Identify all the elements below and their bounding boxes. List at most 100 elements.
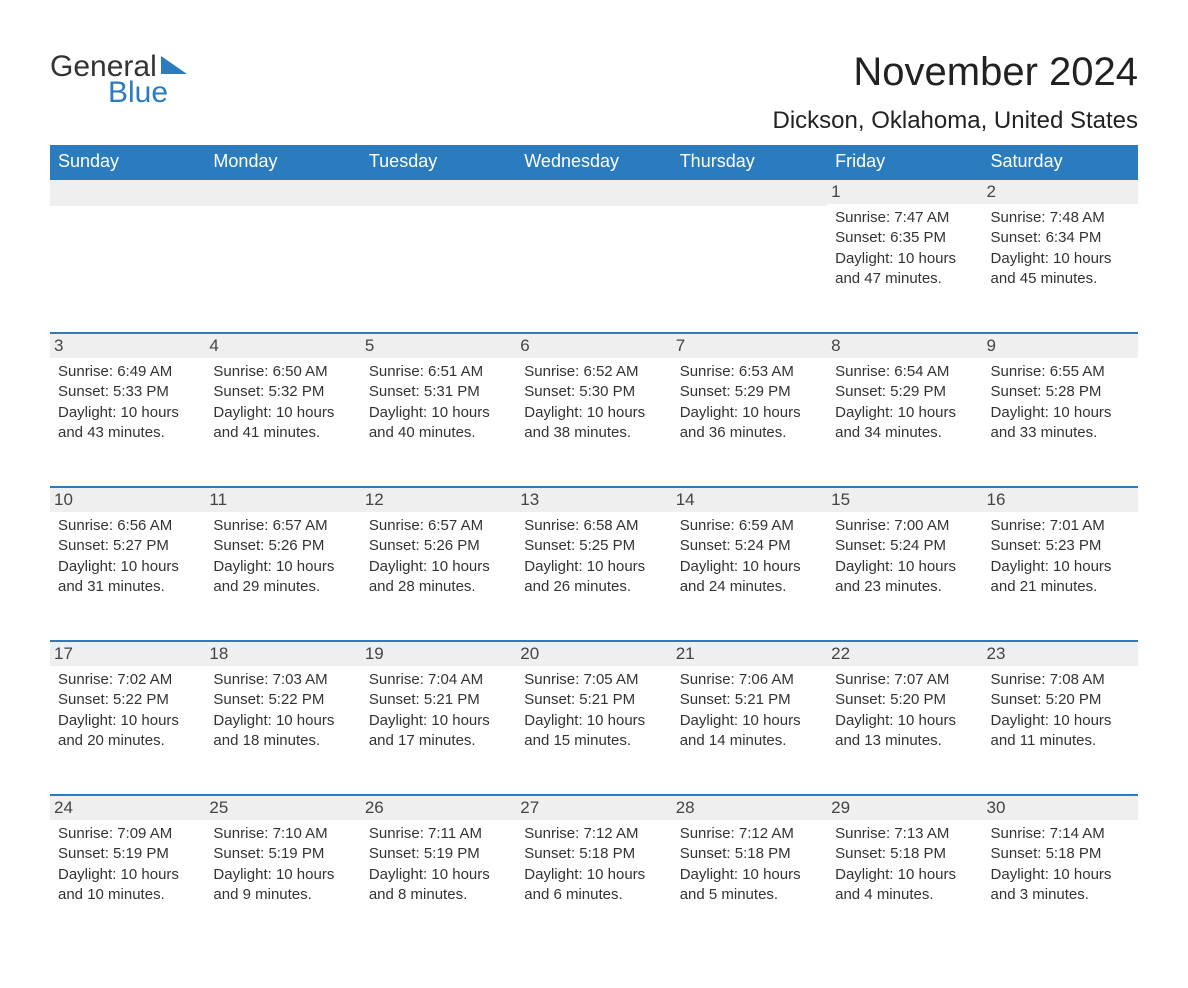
weekday-header: Saturday bbox=[983, 145, 1138, 178]
daylight-line: Daylight: 10 hours and 18 minutes. bbox=[213, 711, 354, 752]
daylight-line: Daylight: 10 hours and 24 minutes. bbox=[680, 557, 821, 598]
sunset-line: Sunset: 5:32 PM bbox=[213, 382, 354, 402]
sunset-line: Sunset: 6:35 PM bbox=[835, 228, 976, 248]
day-number: 16 bbox=[983, 486, 1138, 512]
sunset-line: Sunset: 5:26 PM bbox=[213, 536, 354, 556]
day-details: Sunrise: 6:59 AMSunset: 5:24 PMDaylight:… bbox=[678, 516, 821, 597]
day-details: Sunrise: 7:47 AMSunset: 6:35 PMDaylight:… bbox=[833, 208, 976, 289]
month-title: November 2024 bbox=[773, 50, 1139, 95]
sunrise-line: Sunrise: 6:50 AM bbox=[213, 362, 354, 382]
sunrise-line: Sunrise: 7:13 AM bbox=[835, 824, 976, 844]
sunset-line: Sunset: 5:18 PM bbox=[835, 844, 976, 864]
daylight-line: Daylight: 10 hours and 36 minutes. bbox=[680, 403, 821, 444]
title-block: November 2024 Dickson, Oklahoma, United … bbox=[773, 50, 1139, 135]
calendar-week-row: 24Sunrise: 7:09 AMSunset: 5:19 PMDayligh… bbox=[50, 794, 1138, 948]
day-number: 14 bbox=[672, 486, 827, 512]
sunrise-line: Sunrise: 7:01 AM bbox=[991, 516, 1132, 536]
sunrise-line: Sunrise: 6:49 AM bbox=[58, 362, 199, 382]
calendar-day-cell bbox=[516, 178, 671, 332]
calendar-day-cell: 30 Sunrise: 7:14 AMSunset: 5:18 PMDayligh… bbox=[983, 794, 1138, 948]
daylight-line: Daylight: 10 hours and 43 minutes. bbox=[58, 403, 199, 444]
daylight-line: Daylight: 10 hours and 31 minutes. bbox=[58, 557, 199, 598]
day-number: 7 bbox=[672, 332, 827, 358]
day-number: 29 bbox=[827, 794, 982, 820]
calendar-day-cell: 13Sunrise: 6:58 AMSunset: 5:25 PMDayligh… bbox=[516, 486, 671, 640]
day-number: 12 bbox=[361, 486, 516, 512]
day-details: Sunrise: 6:52 AMSunset: 5:30 PMDaylight:… bbox=[522, 362, 665, 443]
day-details: Sunrise: 7:48 AMSunset: 6:34 PMDaylight:… bbox=[989, 208, 1132, 289]
sunrise-line: Sunrise: 7:11 AM bbox=[369, 824, 510, 844]
daylight-line: Daylight: 10 hours and 20 minutes. bbox=[58, 711, 199, 752]
calendar-day-cell: 15Sunrise: 7:00 AMSunset: 5:24 PMDayligh… bbox=[827, 486, 982, 640]
daylight-line: Daylight: 10 hours and 3 minutes. bbox=[991, 865, 1132, 906]
sunrise-line: Sunrise: 6:57 AM bbox=[213, 516, 354, 536]
day-details: Sunrise: 6:58 AMSunset: 5:25 PMDaylight:… bbox=[522, 516, 665, 597]
calendar-day-cell: 29 Sunrise: 7:13 AMSunset: 5:18 PMDayligh… bbox=[827, 794, 982, 948]
calendar-day-cell: 27Sunrise: 7:12 AMSunset: 5:18 PMDayligh… bbox=[516, 794, 671, 948]
day-number-row-empty bbox=[516, 178, 671, 206]
daylight-line: Daylight: 10 hours and 45 minutes. bbox=[991, 249, 1132, 290]
sunset-line: Sunset: 5:21 PM bbox=[524, 690, 665, 710]
calendar-day-cell: 9Sunrise: 6:55 AMSunset: 5:28 PMDaylight… bbox=[983, 332, 1138, 486]
sunset-line: Sunset: 5:22 PM bbox=[213, 690, 354, 710]
day-details: Sunrise: 7:05 AMSunset: 5:21 PMDaylight:… bbox=[522, 670, 665, 751]
day-details: Sunrise: 7:14 AMSunset: 5:18 PMDaylight:… bbox=[989, 824, 1132, 905]
sunset-line: Sunset: 5:18 PM bbox=[991, 844, 1132, 864]
day-details: Sunrise: 6:56 AMSunset: 5:27 PMDaylight:… bbox=[56, 516, 199, 597]
sunrise-line: Sunrise: 7:47 AM bbox=[835, 208, 976, 228]
calendar-day-cell: 7Sunrise: 6:53 AMSunset: 5:29 PMDaylight… bbox=[672, 332, 827, 486]
day-number: 8 bbox=[827, 332, 982, 358]
calendar-day-cell: 24Sunrise: 7:09 AMSunset: 5:19 PMDayligh… bbox=[50, 794, 205, 948]
day-number: 6 bbox=[516, 332, 671, 358]
day-number: 25 bbox=[205, 794, 360, 820]
sunrise-line: Sunrise: 7:05 AM bbox=[524, 670, 665, 690]
day-number: 26 bbox=[361, 794, 516, 820]
sunrise-line: Sunrise: 6:54 AM bbox=[835, 362, 976, 382]
day-number: 9 bbox=[983, 332, 1138, 358]
calendar-day-cell: 10 Sunrise: 6:56 AMSunset: 5:27 PMDayligh… bbox=[50, 486, 205, 640]
calendar-day-cell bbox=[205, 178, 360, 332]
calendar-week-row: 10 Sunrise: 6:56 AMSunset: 5:27 PMDayligh… bbox=[50, 486, 1138, 640]
daylight-line: Daylight: 10 hours and 34 minutes. bbox=[835, 403, 976, 444]
weekday-header: Wednesday bbox=[516, 145, 671, 178]
daylight-line: Daylight: 10 hours and 33 minutes. bbox=[991, 403, 1132, 444]
day-number: 19 bbox=[361, 640, 516, 666]
day-details: Sunrise: 7:01 AMSunset: 5:23 PMDaylight:… bbox=[989, 516, 1132, 597]
day-number: 11 bbox=[205, 486, 360, 512]
sunset-line: Sunset: 5:19 PM bbox=[58, 844, 199, 864]
daylight-line: Daylight: 10 hours and 11 minutes. bbox=[991, 711, 1132, 752]
day-number: 30 bbox=[983, 794, 1138, 820]
daylight-line: Daylight: 10 hours and 14 minutes. bbox=[680, 711, 821, 752]
calendar-body: 1Sunrise: 7:47 AMSunset: 6:35 PMDaylight… bbox=[50, 178, 1138, 948]
daylight-line: Daylight: 10 hours and 10 minutes. bbox=[58, 865, 199, 906]
day-details: Sunrise: 6:49 AMSunset: 5:33 PMDaylight:… bbox=[56, 362, 199, 443]
weekday-header: Monday bbox=[205, 145, 360, 178]
day-number: 17 bbox=[50, 640, 205, 666]
sunset-line: Sunset: 5:22 PM bbox=[58, 690, 199, 710]
sunset-line: Sunset: 5:21 PM bbox=[369, 690, 510, 710]
calendar-day-cell: 18Sunrise: 7:03 AMSunset: 5:22 PMDayligh… bbox=[205, 640, 360, 794]
day-number-row-empty bbox=[50, 178, 205, 206]
sunset-line: Sunset: 5:21 PM bbox=[680, 690, 821, 710]
calendar-day-cell: 26Sunrise: 7:11 AMSunset: 5:19 PMDayligh… bbox=[361, 794, 516, 948]
calendar-day-cell: 28Sunrise: 7:12 AMSunset: 5:18 PMDayligh… bbox=[672, 794, 827, 948]
day-details: Sunrise: 6:50 AMSunset: 5:32 PMDaylight:… bbox=[211, 362, 354, 443]
sunrise-line: Sunrise: 6:52 AM bbox=[524, 362, 665, 382]
daylight-line: Daylight: 10 hours and 5 minutes. bbox=[680, 865, 821, 906]
logo-text-blue: Blue bbox=[108, 76, 168, 110]
calendar-day-cell: 6 Sunrise: 6:52 AMSunset: 5:30 PMDaylight… bbox=[516, 332, 671, 486]
day-number: 10 bbox=[50, 486, 205, 512]
day-number: 27 bbox=[516, 794, 671, 820]
daylight-line: Daylight: 10 hours and 40 minutes. bbox=[369, 403, 510, 444]
sunset-line: Sunset: 5:20 PM bbox=[835, 690, 976, 710]
sunset-line: Sunset: 5:20 PM bbox=[991, 690, 1132, 710]
calendar-week-row: 1Sunrise: 7:47 AMSunset: 6:35 PMDaylight… bbox=[50, 178, 1138, 332]
daylight-line: Daylight: 10 hours and 29 minutes. bbox=[213, 557, 354, 598]
calendar-day-cell bbox=[50, 178, 205, 332]
sunset-line: Sunset: 5:29 PM bbox=[835, 382, 976, 402]
daylight-line: Daylight: 10 hours and 38 minutes. bbox=[524, 403, 665, 444]
day-details: Sunrise: 7:13 AMSunset: 5:18 PMDaylight:… bbox=[833, 824, 976, 905]
sunrise-line: Sunrise: 6:59 AM bbox=[680, 516, 821, 536]
calendar-day-cell: 5Sunrise: 6:51 AMSunset: 5:31 PMDaylight… bbox=[361, 332, 516, 486]
daylight-line: Daylight: 10 hours and 23 minutes. bbox=[835, 557, 976, 598]
